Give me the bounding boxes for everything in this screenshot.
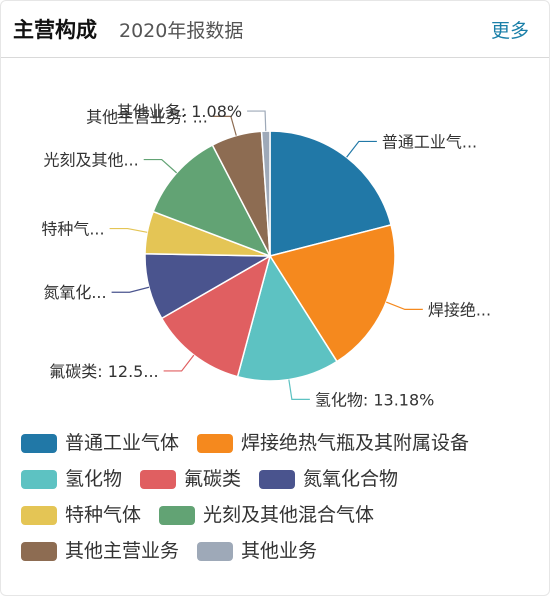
legend-label: 氢化物 — [65, 468, 123, 490]
legend-item[interactable]: 普通工业气体 — [21, 431, 179, 455]
legend-row: 其他主营业务 其他业务 — [21, 533, 541, 569]
legend-item[interactable]: 特种气体 — [21, 503, 141, 527]
legend-label: 特种气体 — [65, 504, 142, 526]
slice-label-6: 特种气... — [41, 220, 104, 239]
legend-row: 特种气体 光刻及其他混合气体 — [21, 497, 541, 533]
legend-item[interactable]: 焊接绝热气瓶及其附属设备 — [197, 431, 469, 455]
legend-swatch — [197, 541, 234, 561]
leader-line-7 — [143, 158, 178, 174]
leader-line-4 — [163, 354, 195, 372]
pie-chart: 普通工业气... 焊接绝... 氢化物: 13.18% 氟碳类: 12.5... 氮氧化… — [41, 102, 491, 409]
pie-slice-2[interactable] — [268, 224, 396, 363]
report-period: 2020年报数据 — [119, 20, 244, 42]
legend-label: 普通工业气体 — [65, 432, 180, 454]
legend-row: 普通工业气体 焊接绝热气瓶及其附属设备 — [21, 425, 541, 461]
legend-swatch — [21, 505, 57, 525]
legend-item[interactable]: 氮氧化合物 — [259, 467, 398, 491]
legend-swatch — [21, 469, 57, 489]
legend-item[interactable]: 光刻及其他混合气体 — [159, 503, 374, 527]
legend-label: 氟碳类 — [184, 468, 242, 490]
slice-label-5: 氮氧化... — [43, 283, 106, 302]
legend-swatch — [197, 433, 234, 453]
legend-label: 其他主营业务 — [65, 540, 180, 562]
legend-label: 其他业务 — [241, 540, 318, 562]
legend-label: 氮氧化合物 — [303, 468, 399, 490]
leader-line-6 — [109, 227, 148, 233]
legend-item[interactable]: 其他主营业务 — [21, 539, 179, 563]
leader-line-5 — [111, 286, 150, 293]
leader-line-9 — [247, 110, 267, 132]
leader-line-2 — [386, 301, 423, 310]
slice-label-8: 其他主营业务: ... — [86, 107, 208, 126]
legend-swatch — [21, 433, 57, 453]
legend-swatch — [159, 505, 196, 525]
leader-line-3 — [288, 379, 310, 400]
legend-item[interactable]: 氟碳类 — [140, 467, 241, 491]
slice-label-4: 氟碳类: 12.5... — [49, 362, 158, 381]
slice-label-3: 氢化物: 13.18% — [315, 390, 435, 409]
card-header: 主营构成 2020年报数据 更多 — [1, 1, 549, 58]
card-title: 主营构成 — [13, 18, 97, 42]
leader-line-1 — [346, 140, 377, 158]
slice-label-7: 光刻及其他... — [43, 151, 138, 170]
legend-item[interactable]: 氢化物 — [21, 467, 122, 491]
pie-slice-4[interactable] — [160, 254, 272, 378]
legend-label: 焊接绝热气瓶及其附属设备 — [241, 432, 470, 454]
slice-label-1: 普通工业气... — [382, 132, 477, 151]
leader-line-8 — [212, 115, 237, 136]
legend-swatch — [140, 469, 177, 489]
legend-row: 氢化物 氟碳类 氮氧化合物 — [21, 461, 541, 497]
legend-swatch — [259, 469, 296, 489]
chart-legend: 普通工业气体 焊接绝热气瓶及其附属设备氢化物 氟碳类 氮氧化合物特种气体 光刻及其他混合… — [21, 425, 541, 569]
slice-label-9: 其他业务: 1.08% — [117, 102, 242, 121]
legend-swatch — [21, 541, 57, 561]
legend-label: 光刻及其他混合气体 — [203, 504, 375, 526]
more-link[interactable]: 更多 — [490, 20, 529, 42]
legend-item[interactable]: 其他业务 — [197, 539, 317, 563]
slice-label-2: 焊接绝... — [428, 300, 491, 319]
